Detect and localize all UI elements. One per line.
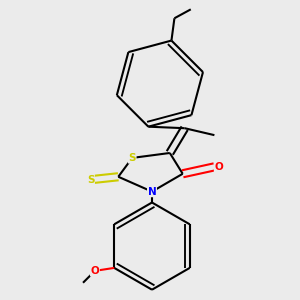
Text: S: S <box>128 153 136 163</box>
Text: O: O <box>214 162 223 172</box>
Text: N: N <box>148 187 156 196</box>
Text: O: O <box>91 266 99 276</box>
Text: S: S <box>87 175 94 185</box>
